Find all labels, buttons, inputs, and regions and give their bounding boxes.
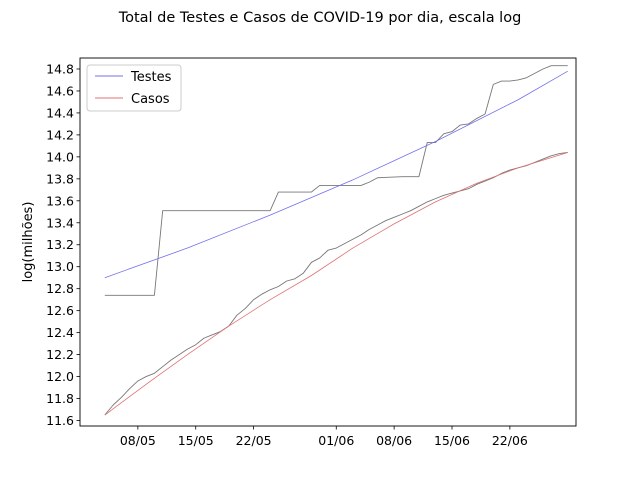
plot-area (80, 58, 576, 426)
legend-label-testes: Testes (130, 70, 172, 85)
y-axis-label: log(milhões) (21, 202, 36, 283)
y-tick-label: 13.2 (46, 237, 74, 252)
y-tick-label: 13.6 (46, 193, 74, 208)
x-tick-label: 08/05 (120, 433, 156, 448)
x-tick-label: 15/06 (434, 433, 470, 448)
y-tick-label: 12.2 (46, 347, 74, 362)
y-tick-label: 11.8 (46, 391, 74, 406)
y-tick-label: 14.0 (46, 149, 74, 164)
y-tick-label: 12.0 (46, 369, 74, 384)
y-tick-label: 12.8 (46, 281, 74, 296)
y-tick-label: 11.6 (46, 413, 74, 428)
y-tick-label: 14.2 (46, 127, 74, 142)
series-line-testes (104, 70, 568, 279)
y-axis: 11.6 11.8 12.0 12.2 12.4 12.6 12.8 13.0 13.2 13.4… (46, 61, 80, 428)
x-tick-label: 22/05 (236, 433, 272, 448)
y-tick-label: 12.6 (46, 303, 74, 318)
plot-frame (79, 57, 577, 427)
y-tick-label: 14.4 (46, 105, 74, 120)
y-tick-label: 14.8 (46, 61, 74, 76)
data-line-2 (104, 65, 568, 296)
series-layer (104, 65, 568, 416)
series-line-casos (104, 152, 568, 416)
y-tick-label: 13.0 (46, 259, 74, 274)
x-tick-label: 15/05 (178, 433, 214, 448)
x-axis: 08/05 15/05 22/05 01/06 08/06 15/06 22/06 (120, 426, 528, 448)
x-tick-label: 22/06 (492, 433, 528, 448)
y-tick-label: 13.8 (46, 171, 74, 186)
legend-label-casos: Casos (131, 92, 170, 107)
y-tick-label: 12.4 (46, 325, 74, 340)
data-line-3 (104, 152, 568, 416)
x-tick-label: 01/06 (318, 433, 354, 448)
y-tick-label: 13.4 (46, 215, 74, 230)
y-tick-label: 14.6 (46, 83, 74, 98)
legend: Testes Casos (86, 64, 182, 112)
x-tick-label: 08/06 (376, 433, 412, 448)
chart-title: Total de Testes e Casos de COVID-19 por … (118, 10, 522, 26)
